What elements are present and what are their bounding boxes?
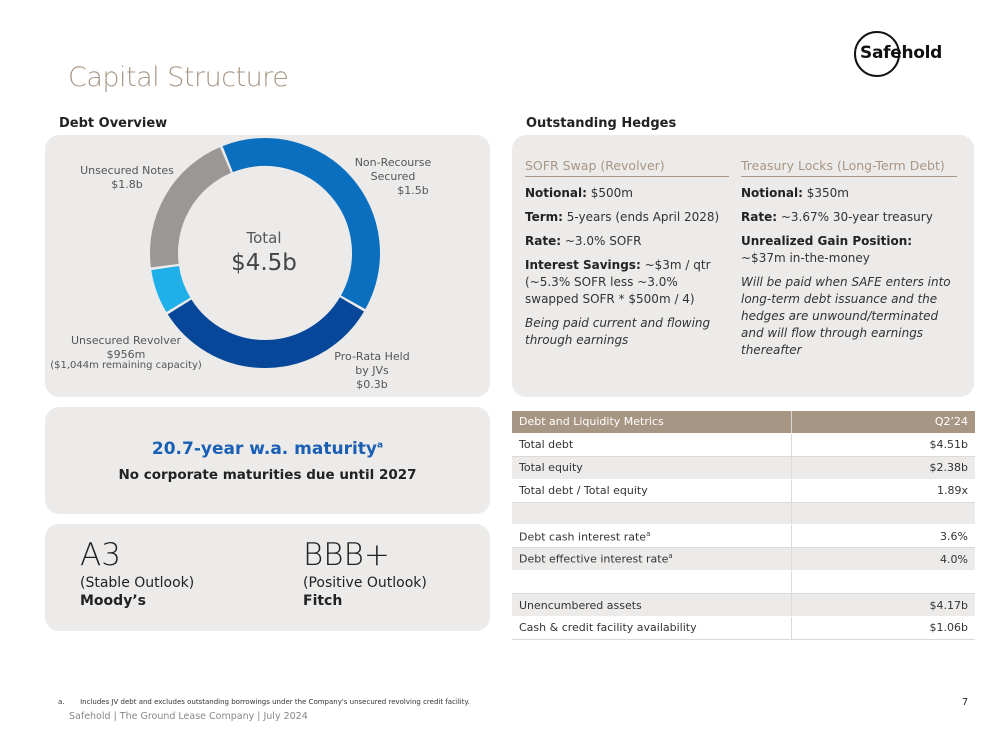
logo-text: Safehold <box>860 43 943 63</box>
donut-center-label: Total <box>245 229 281 247</box>
sofr-rate: Rate: ~3.0% SOFR <box>525 234 642 248</box>
footer-text: Safehold | The Ground Lease Company | Ju… <box>69 711 308 722</box>
metric-label <box>512 570 792 595</box>
rating-outlook: (Positive Outlook) <box>303 575 427 591</box>
donut-segment-non-recourse-secured <box>167 296 365 368</box>
label-unsecured-notes: Unsecured Notes $1.8b <box>80 164 174 191</box>
debt-overview-heading: Debt Overview <box>59 116 168 131</box>
donut-center-value: $4.5b <box>231 250 297 276</box>
metric-label: Debt effective interest ratea <box>512 547 792 572</box>
metric-value <box>791 570 975 595</box>
metric-label: Unencumbered assets <box>512 593 792 618</box>
hedges-heading: Outstanding Hedges <box>526 116 677 131</box>
page-title: Capital Structure <box>68 62 289 93</box>
label-non-recourse: Non-Recourse Secured $1.5b <box>354 156 432 197</box>
table-header-label: Debt and Liquidity Metrics <box>512 411 792 434</box>
table-row: Total debt $4.51b <box>512 433 975 457</box>
metric-label <box>512 502 792 526</box>
ratings-panel <box>45 524 490 631</box>
metric-label: Debt cash interest ratea <box>512 524 792 549</box>
table-row: Total equity $2.38b <box>512 456 975 480</box>
sofr-note: Being paid current and flowing through e… <box>525 316 711 347</box>
metric-value: 3.6% <box>791 524 975 549</box>
sofr-savings: Interest Savings: ~$3m / qtr (~5.3% SOFR… <box>525 258 711 306</box>
treasury-notional: Notional: $350m <box>741 186 849 200</box>
rating-agency: Moody’s <box>80 593 146 609</box>
sofr-term: Term: 5-years (ends April 2028) <box>525 210 720 224</box>
label-unsecured-revolver: Unsecured Revolver $956m ($1,044m remain… <box>50 334 202 371</box>
label-pro-rata-jvs: Pro-Rata Held by JVs $0.3b <box>334 350 410 391</box>
metric-label: Total debt <box>512 433 792 457</box>
treasury-gain: Unrealized Gain Position: ~$37m in-the-m… <box>741 234 913 265</box>
metric-value: 4.0% <box>791 547 975 572</box>
table-header-row: Debt and Liquidity Metrics Q2’24 <box>512 411 975 434</box>
metric-label: Total debt / Total equity <box>512 479 792 503</box>
maturity-panel <box>45 407 490 514</box>
footnote: a. Includes JV debt and excludes outstan… <box>58 698 470 706</box>
metric-value: 1.89x <box>791 479 975 503</box>
treasury-locks-title: Treasury Locks (Long-Term Debt) <box>741 157 957 177</box>
treasury-rate: Rate: ~3.67% 30-year treasury <box>741 210 933 224</box>
safehold-logo: Safehold <box>854 31 942 77</box>
metric-value: $4.17b <box>791 593 975 618</box>
table-row: Total debt / Total equity 1.89x <box>512 479 975 503</box>
rating-moodys: A3 (Stable Outlook) Moody’s <box>80 537 194 609</box>
maturity-headline: 20.7-year w.a. maturitya <box>151 439 384 459</box>
treasury-note: Will be paid when SAFE enters into long-… <box>741 275 951 357</box>
treasury-locks-column: Treasury Locks (Long-Term Debt) Notional… <box>741 157 957 366</box>
donut-segment-unsecured-revolver <box>150 147 232 268</box>
donut-segment-unsecured-notes <box>222 138 380 310</box>
metric-label: Cash & credit facility availability <box>512 616 792 640</box>
logo-circle-icon <box>854 31 900 77</box>
rating-grade: A3 <box>80 537 121 573</box>
hedges-panel <box>512 135 974 397</box>
table-row <box>512 502 975 526</box>
sofr-notional: Notional: $500m <box>525 186 633 200</box>
debt-liquidity-metrics-table: Debt and Liquidity Metrics Q2’24 Total d… <box>512 411 975 640</box>
rating-fitch: BBB+ (Positive Outlook) Fitch <box>303 537 427 609</box>
sofr-swap-column: SOFR Swap (Revolver) Notional: $500m Ter… <box>525 157 729 356</box>
table-row <box>512 570 975 595</box>
table-row: Debt effective interest ratea 4.0% <box>512 547 975 572</box>
donut-segment-pro-rata-held-by-jvs <box>151 265 191 313</box>
rating-grade: BBB+ <box>303 537 390 573</box>
maturity-subline: No corporate maturities due until 2027 <box>118 467 417 483</box>
metric-value <box>791 502 975 526</box>
metric-value: $2.38b <box>791 456 975 480</box>
metric-value: $4.51b <box>791 433 975 457</box>
metric-label: Total equity <box>512 456 792 480</box>
rating-outlook: (Stable Outlook) <box>80 575 195 591</box>
sofr-swap-title: SOFR Swap (Revolver) <box>525 157 729 177</box>
page-number: 7 <box>962 697 969 708</box>
debt-donut-chart: Total $4.5b <box>150 138 380 368</box>
table-row: Debt cash interest ratea 3.6% <box>512 524 975 549</box>
table-row: Unencumbered assets $4.17b <box>512 593 975 618</box>
metric-value: $1.06b <box>791 616 975 640</box>
table-row: Cash & credit facility availability $1.06… <box>512 616 975 640</box>
table-header-period: Q2’24 <box>791 411 975 434</box>
rating-agency: Fitch <box>303 593 343 609</box>
